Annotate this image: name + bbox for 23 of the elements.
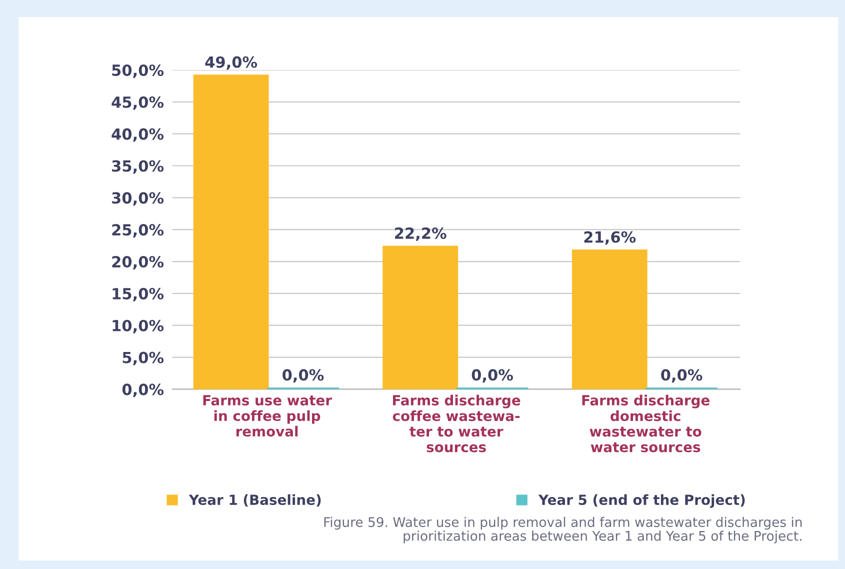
data-label: 21,6% (584, 231, 636, 245)
y-tick-label: 15,0% (112, 288, 164, 302)
y-tick-label: 10,0% (112, 320, 164, 334)
data-label: 49,0% (205, 56, 258, 70)
data-label: 0,0% (661, 369, 702, 383)
y-tick-label: 30,0% (112, 192, 164, 206)
caption: Figure 59. Water use in pulp removal and farm wastewater discharges in prioritization areas between Year 1 and Year 5 of the Project. (324, 516, 802, 544)
x-tick-label: Farms use water in coffee pulp removal (203, 395, 332, 437)
y-tick-label: 5,0% (122, 352, 164, 366)
data-label: 22,2% (395, 227, 446, 241)
y-tick-label: 50,0% (112, 64, 164, 78)
y-tick-label: 45,0% (112, 96, 164, 110)
x-tick-label: Farms discharge coffee wastewa- ter to water sources (392, 394, 520, 452)
legend-label: Year 1 (Baseline) (188, 494, 321, 507)
data-label: 0,0% (282, 369, 324, 383)
y-tick-label: 0,0% (122, 384, 164, 398)
y-tick-label: 20,0% (112, 256, 164, 270)
data-label: 0,0% (472, 369, 513, 383)
y-tick-label: 35,0% (112, 160, 164, 174)
x-tick-label: Farms discharge domestic wastewater to water sources (582, 394, 710, 452)
y-tick-label: 25,0% (112, 224, 164, 238)
y-tick-label: 40,0% (112, 128, 164, 142)
legend-label: Year 5 (end of the Project) (538, 494, 745, 508)
